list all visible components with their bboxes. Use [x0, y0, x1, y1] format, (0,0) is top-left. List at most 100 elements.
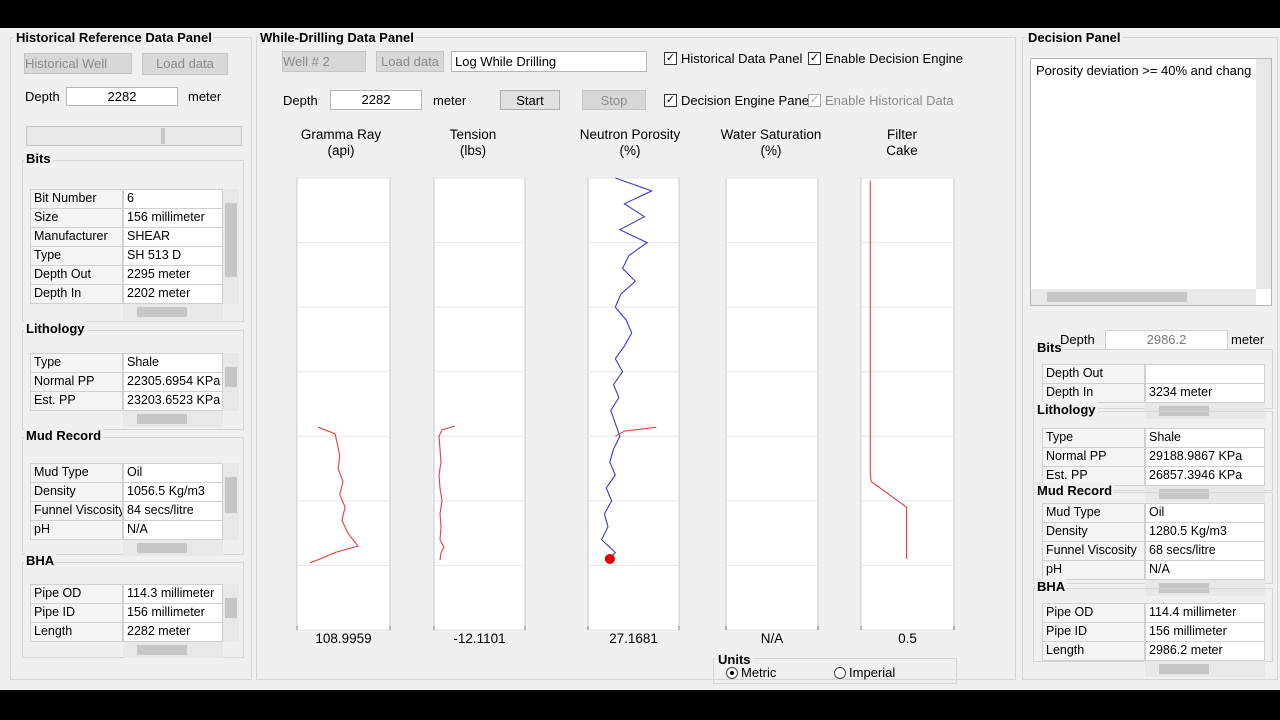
load-button[interactable]: Load data — [142, 53, 228, 75]
property-value: 114.4 millimeter — [1145, 603, 1265, 623]
group-title: Mud Record — [24, 428, 104, 445]
scroll-thumb[interactable] — [225, 598, 237, 618]
track-readout: 0.5 — [898, 631, 917, 646]
property-value: 1280.5 Kg/m3 — [1145, 522, 1265, 542]
mode-select[interactable]: Log While Drilling — [451, 51, 647, 72]
well-select[interactable]: Well # 2 — [282, 51, 366, 72]
app-window: Gramma Ray (api) 108.9959 Tension (lbs) -12.1… — [0, 28, 1280, 690]
track-readout: -12.1101 — [453, 631, 505, 646]
track-title: Cake — [886, 143, 918, 158]
property-value: 6 — [123, 189, 223, 209]
radio-label[interactable]: Imperial — [849, 665, 896, 680]
scroll-thumb[interactable] — [137, 543, 187, 553]
slider-thumb[interactable] — [161, 128, 165, 144]
property-label: Est. PP — [1042, 466, 1145, 486]
horizontal-scrollbar[interactable] — [1031, 289, 1256, 305]
decision-message[interactable]: Porosity deviation >= 40% and chang — [1036, 63, 1252, 78]
horizontal-scrollbar[interactable] — [1145, 661, 1265, 677]
track-title: Gramma Ray — [301, 127, 382, 142]
horizontal-scrollbar[interactable] — [123, 304, 223, 320]
checkbox-label[interactable]: Decision Engine Panel — [681, 93, 812, 108]
property-value: 2282 meter — [123, 622, 223, 642]
property-value: N/A — [123, 520, 223, 540]
stop-button[interactable]: Stop — [582, 90, 646, 110]
scroll-thumb[interactable] — [225, 477, 237, 513]
property-value: 114.3 millimeter — [123, 584, 223, 604]
property-value: Oil — [123, 463, 223, 483]
checkbox[interactable]: ✓ — [808, 52, 821, 65]
depth-input[interactable]: 2282 — [66, 87, 178, 106]
depth-unit: meter — [188, 89, 222, 104]
scroll-thumb[interactable] — [137, 645, 187, 655]
vertical-scrollbar[interactable] — [223, 463, 239, 540]
depth-slider[interactable] — [26, 126, 242, 146]
property-value: 29188.9867 KPa — [1145, 447, 1265, 467]
track-title: Water Saturation — [721, 127, 822, 142]
property-value: 156 millimeter — [1145, 622, 1265, 642]
property-label: Type — [1042, 428, 1145, 448]
depth-label: Depth — [25, 89, 60, 104]
panel-title: Historical Reference Data Panel — [14, 30, 214, 47]
radio-button[interactable] — [726, 667, 738, 679]
checkbox-label[interactable]: Historical Data Panel — [681, 51, 803, 66]
property-label: Mud Type — [30, 463, 123, 483]
property-label: Density — [1042, 522, 1145, 542]
depth-unit: meter — [433, 93, 467, 108]
depth-input[interactable]: 2986.2 — [1105, 330, 1228, 350]
property-label: Depth Out — [1042, 364, 1145, 384]
horizontal-scrollbar[interactable] — [123, 411, 223, 427]
property-value: Oil — [1145, 503, 1265, 523]
decision-list[interactable]: Porosity deviation >= 40% and chang — [1030, 58, 1272, 306]
property-value: 26857.3946 KPa — [1145, 466, 1265, 486]
property-value: Shale — [123, 353, 223, 373]
property-value-empty — [1145, 364, 1265, 384]
panel-title: Decision Panel — [1026, 30, 1123, 47]
property-value: 22305.6954 KPa — [123, 372, 223, 392]
vertical-scrollbar[interactable] — [223, 584, 239, 642]
property-label: Manufacturer — [30, 227, 123, 247]
scroll-thumb[interactable] — [137, 414, 187, 424]
radio-dot[interactable] — [730, 671, 734, 675]
checkbox[interactable]: ✓ — [664, 52, 677, 65]
checkbox-label[interactable]: Enable Decision Engine — [825, 51, 964, 66]
property-label: pH — [1042, 560, 1145, 580]
scroll-thumb[interactable] — [225, 367, 237, 387]
horizontal-scrollbar[interactable] — [123, 540, 223, 556]
scroll-thumb[interactable] — [1159, 664, 1209, 674]
scroll-thumb[interactable] — [1159, 489, 1209, 499]
property-label: Length — [1042, 641, 1145, 661]
start-button[interactable]: Start — [500, 90, 560, 110]
horizontal-scrollbar[interactable] — [1145, 486, 1265, 502]
property-label: Length — [30, 622, 123, 642]
scroll-thumb[interactable] — [1047, 292, 1187, 302]
checkbox[interactable]: ✓ — [664, 94, 677, 107]
scroll-thumb[interactable] — [225, 203, 237, 277]
property-value: 156 millimeter — [123, 208, 223, 228]
group-title: Bits — [24, 151, 53, 168]
vertical-scrollbar[interactable] — [1256, 59, 1271, 289]
group-title: BHA — [1035, 579, 1068, 596]
log-curve — [309, 426, 359, 564]
property-label: Depth In — [1042, 383, 1145, 403]
track-title: Filter — [887, 127, 918, 142]
depth-input[interactable]: 2282 — [330, 90, 422, 110]
scroll-thumb[interactable] — [137, 307, 187, 317]
horizontal-scrollbar[interactable] — [123, 642, 223, 658]
property-label: Size — [30, 208, 123, 228]
panel-frame — [1022, 37, 1278, 680]
log-curve — [615, 426, 657, 437]
vertical-scrollbar[interactable] — [223, 353, 239, 411]
property-label: Pipe OD — [1042, 603, 1145, 623]
property-value: SH 513 D — [123, 246, 223, 266]
property-value: 1056.5 Kg/m3 — [123, 482, 223, 502]
vertical-scrollbar[interactable] — [223, 189, 239, 304]
radio-button[interactable] — [834, 667, 846, 679]
property-label: Density — [30, 482, 123, 502]
property-value: 3234 meter — [1145, 383, 1265, 403]
well-select[interactable]: Historical Well — [24, 53, 132, 74]
property-value: 2986.2 meter — [1145, 641, 1265, 661]
panel-title: While-Drilling Data Panel — [258, 30, 416, 47]
load-button[interactable]: Load data — [376, 51, 444, 72]
radio-label[interactable]: Metric — [741, 665, 777, 680]
depth-label: Depth — [283, 93, 318, 108]
